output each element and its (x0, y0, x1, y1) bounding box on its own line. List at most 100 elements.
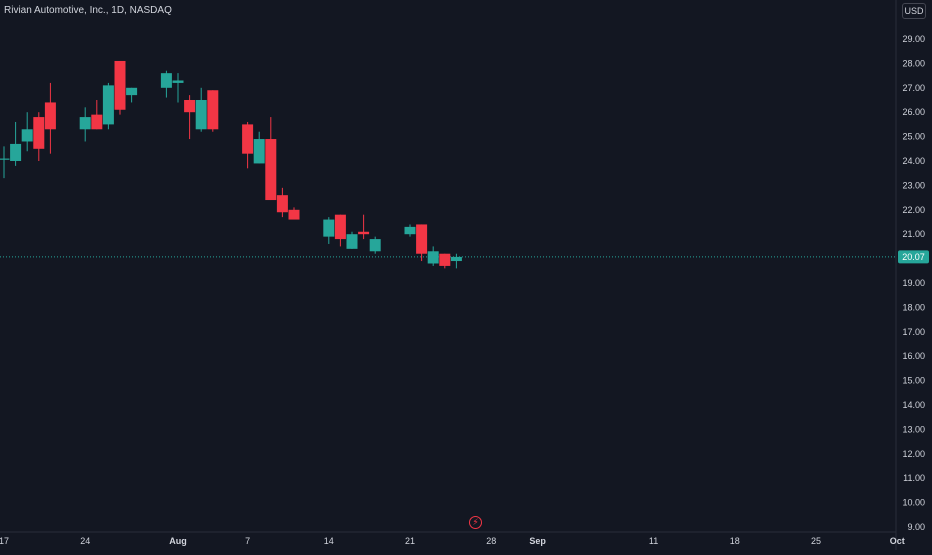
candle[interactable] (195, 87, 207, 132)
price-tick-label: 21.00 (902, 229, 925, 239)
candle-body[interactable] (404, 226, 416, 235)
candle[interactable] (91, 100, 103, 130)
time-tick-label: 11 (649, 536, 658, 546)
candle[interactable] (44, 82, 56, 154)
candle-body[interactable] (276, 195, 288, 213)
candle[interactable] (369, 236, 381, 254)
candle[interactable] (160, 70, 172, 98)
price-tick-label: 22.00 (902, 205, 925, 215)
candle[interactable] (276, 187, 288, 218)
candle-body[interactable] (334, 214, 346, 240)
last-price-label: 20.07 (902, 252, 925, 262)
price-tick-label: 11.00 (903, 473, 925, 483)
candle[interactable] (404, 224, 416, 237)
candle-body[interactable] (288, 209, 300, 220)
candle[interactable] (416, 224, 428, 262)
candle-body[interactable] (44, 102, 56, 130)
candle[interactable] (207, 90, 219, 132)
time-tick-label: 24 (80, 536, 90, 546)
price-tick-label: 23.00 (902, 180, 925, 190)
candle-body[interactable] (450, 256, 462, 262)
time-tick-label: 28 (486, 536, 496, 546)
chart-title: Rivian Automotive, Inc., 1D, NASDAQ (4, 5, 172, 16)
currency-button[interactable]: USD (902, 3, 926, 19)
price-tick-label: 14.00 (902, 400, 925, 410)
candle[interactable] (10, 121, 22, 166)
price-tick-label: 10.00 (902, 498, 925, 508)
price-axis[interactable]: 9.00 10.00 11.00 12.00 13.00 14.00 15.00 16.00 1… (895, 0, 929, 550)
price-tick-label: 18.00 (902, 302, 925, 312)
candle-body[interactable] (242, 124, 254, 154)
candle-body[interactable] (172, 80, 184, 83)
time-axis[interactable]: 17 24 Aug 7 14 21 28 Sep 11 18 25 Oct (0, 531, 905, 546)
price-tick-label: 26.00 (902, 107, 925, 117)
candle[interactable] (253, 131, 265, 164)
candle[interactable] (450, 253, 462, 269)
price-tick-label: 16.00 (902, 351, 925, 361)
price-tick-label: 25.00 (902, 132, 925, 142)
candle-body[interactable] (184, 100, 196, 113)
lightning-bolt-icon[interactable]: ⚡︎ (469, 516, 482, 529)
candle-body[interactable] (114, 60, 126, 110)
candle[interactable] (172, 73, 184, 103)
candle-body[interactable] (195, 100, 207, 130)
plot-area[interactable] (0, 60, 896, 269)
candle-body[interactable] (102, 85, 114, 125)
time-tick-label: 18 (730, 536, 740, 546)
candle-body[interactable] (207, 90, 219, 130)
candle-body[interactable] (126, 87, 138, 96)
candle[interactable] (79, 107, 91, 142)
candle[interactable] (33, 112, 45, 161)
price-tick-label: 29.00 (902, 34, 925, 44)
price-tick-label: 28.00 (902, 58, 925, 68)
candle-body[interactable] (160, 73, 172, 88)
candle-body[interactable] (253, 139, 265, 164)
price-tick-label: 27.00 (902, 83, 925, 93)
candle[interactable] (102, 82, 114, 130)
time-tick-label: 17 (0, 536, 9, 546)
candle-body[interactable] (10, 143, 22, 161)
candle-body[interactable] (265, 139, 277, 201)
time-tick-label: Aug (169, 536, 187, 546)
candle-body[interactable] (323, 219, 335, 237)
price-tick-label: 12.00 (902, 449, 925, 459)
candle-body[interactable] (358, 231, 370, 235)
time-tick-label: 25 (811, 536, 821, 546)
time-tick-label: 7 (245, 536, 250, 546)
price-tick-label: 15.00 (902, 376, 925, 386)
candle-body[interactable] (439, 253, 451, 266)
candle[interactable] (126, 87, 138, 103)
candle-body[interactable] (79, 117, 91, 130)
candle[interactable] (346, 231, 358, 249)
time-tick-label: 21 (405, 536, 415, 546)
candle[interactable] (358, 214, 370, 240)
candle-body[interactable] (346, 234, 358, 249)
time-tick-label: Oct (890, 536, 905, 546)
candle[interactable] (21, 112, 33, 152)
price-tick-label: 19.00 (902, 278, 925, 288)
candle[interactable] (288, 207, 300, 220)
candle[interactable] (427, 246, 439, 266)
candle-body[interactable] (21, 129, 33, 142)
candle[interactable] (242, 121, 254, 169)
candle-body[interactable] (33, 117, 45, 149)
candle-body[interactable] (427, 251, 439, 264)
price-tick-label: 9.00 (907, 522, 925, 532)
candle-body[interactable] (0, 158, 10, 160)
candle[interactable] (439, 253, 451, 269)
candle[interactable] (265, 117, 277, 201)
candle[interactable] (334, 214, 346, 247)
candle[interactable] (323, 217, 335, 244)
last-price-badge (898, 250, 929, 264)
candle-body[interactable] (416, 224, 428, 254)
candle-body[interactable] (369, 239, 381, 252)
price-tick-label: 24.00 (902, 156, 925, 166)
price-tick-label: 13.00 (902, 424, 925, 434)
candle[interactable] (184, 95, 196, 140)
candle[interactable] (114, 60, 126, 115)
candle-body[interactable] (91, 114, 103, 130)
time-tick-label: Sep (529, 536, 546, 546)
candle[interactable] (0, 146, 10, 179)
